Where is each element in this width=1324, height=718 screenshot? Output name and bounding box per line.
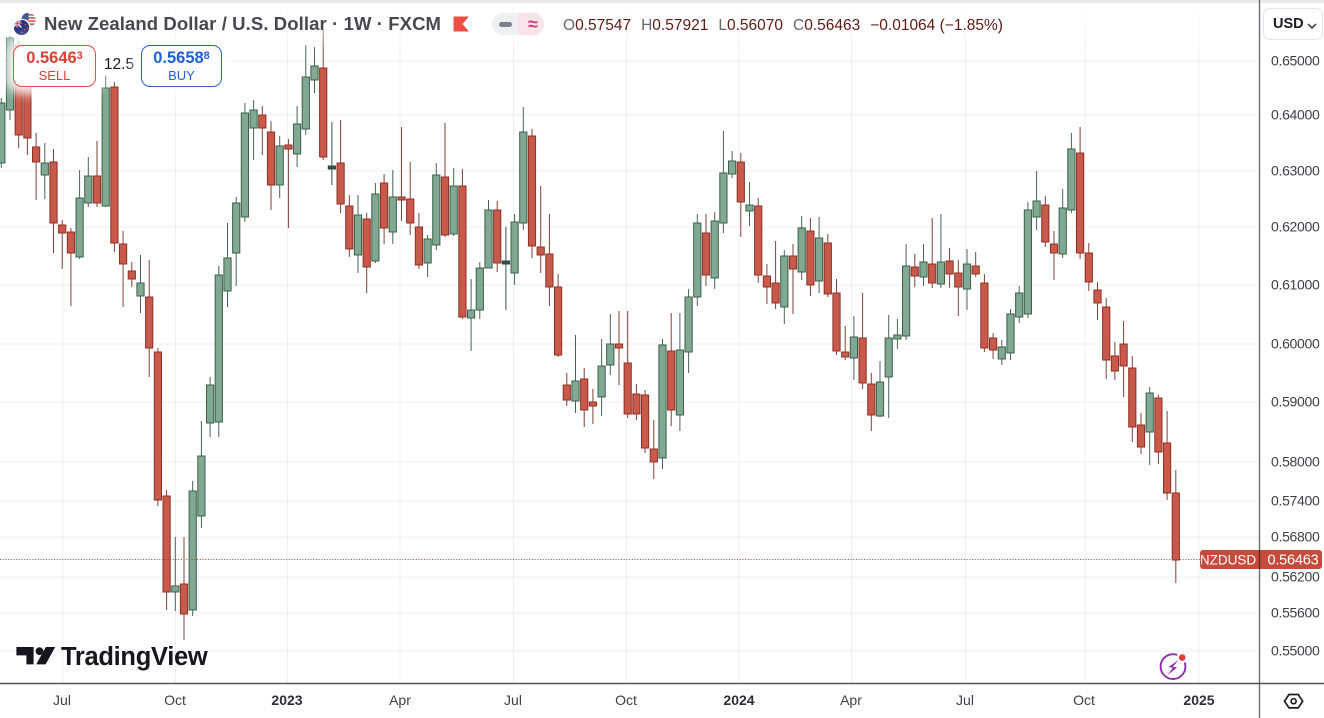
- svg-text:Oct: Oct: [164, 692, 186, 708]
- svg-text:TradingView: TradingView: [61, 643, 208, 671]
- svg-text:0.62000: 0.62000: [1271, 219, 1320, 235]
- svg-text:Apr: Apr: [389, 692, 411, 708]
- svg-text:Jul: Jul: [504, 692, 522, 708]
- svg-text:0.61000: 0.61000: [1271, 277, 1320, 293]
- svg-text:Oct: Oct: [615, 692, 637, 708]
- svg-text:0.64000: 0.64000: [1271, 107, 1320, 123]
- svg-text:0.57400: 0.57400: [1271, 493, 1320, 509]
- svg-text:2023: 2023: [271, 692, 302, 708]
- svg-text:Oct: Oct: [1073, 692, 1095, 708]
- svg-text:0.63000: 0.63000: [1271, 163, 1320, 179]
- svg-text:Apr: Apr: [840, 692, 862, 708]
- svg-text:2024: 2024: [723, 692, 754, 708]
- svg-text:0.55600: 0.55600: [1271, 605, 1320, 621]
- svg-text:2025: 2025: [1183, 692, 1214, 708]
- svg-text:0.60000: 0.60000: [1271, 336, 1320, 352]
- svg-text:0.59000: 0.59000: [1271, 394, 1320, 410]
- svg-text:NZDUSD: NZDUSD: [1200, 553, 1256, 568]
- svg-text:0.65000: 0.65000: [1271, 53, 1320, 69]
- svg-text:Jul: Jul: [53, 692, 71, 708]
- svg-text:0.56463: 0.56463: [1267, 553, 1318, 569]
- svg-text:0.56800: 0.56800: [1271, 529, 1320, 545]
- svg-text:0.56200: 0.56200: [1271, 569, 1320, 585]
- svg-text:Jul: Jul: [956, 692, 974, 708]
- svg-text:0.55000: 0.55000: [1271, 643, 1320, 659]
- svg-text:0.58000: 0.58000: [1271, 454, 1320, 470]
